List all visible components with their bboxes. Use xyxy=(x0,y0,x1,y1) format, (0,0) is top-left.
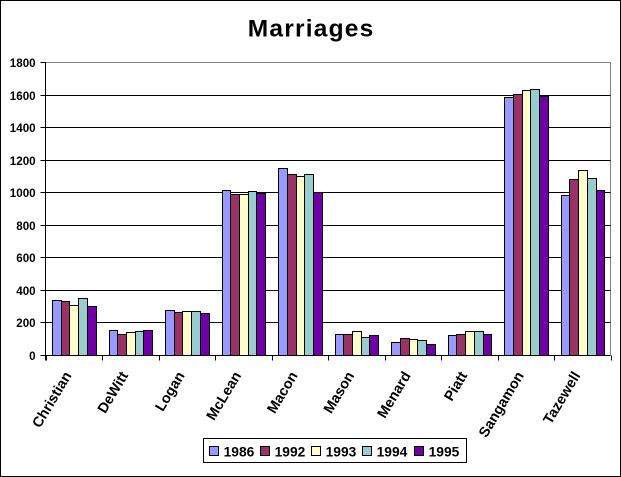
svg-text:0: 0 xyxy=(29,350,35,363)
svg-text:1400: 1400 xyxy=(10,122,36,135)
svg-text:800: 800 xyxy=(16,220,35,233)
svg-text:1000: 1000 xyxy=(10,187,36,200)
svg-text:1600: 1600 xyxy=(10,90,36,103)
svg-text:1995: 1995 xyxy=(429,445,460,460)
svg-text:200: 200 xyxy=(16,317,35,330)
svg-text:600: 600 xyxy=(16,252,35,265)
svg-text:1986: 1986 xyxy=(224,445,255,460)
svg-text:1993: 1993 xyxy=(326,445,357,460)
svg-text:1992: 1992 xyxy=(275,445,306,460)
svg-text:1200: 1200 xyxy=(10,155,36,168)
svg-text:1800: 1800 xyxy=(10,57,36,70)
svg-text:1994: 1994 xyxy=(377,445,408,460)
svg-text:400: 400 xyxy=(16,285,35,298)
svg-text:Marriages: Marriages xyxy=(248,16,374,43)
